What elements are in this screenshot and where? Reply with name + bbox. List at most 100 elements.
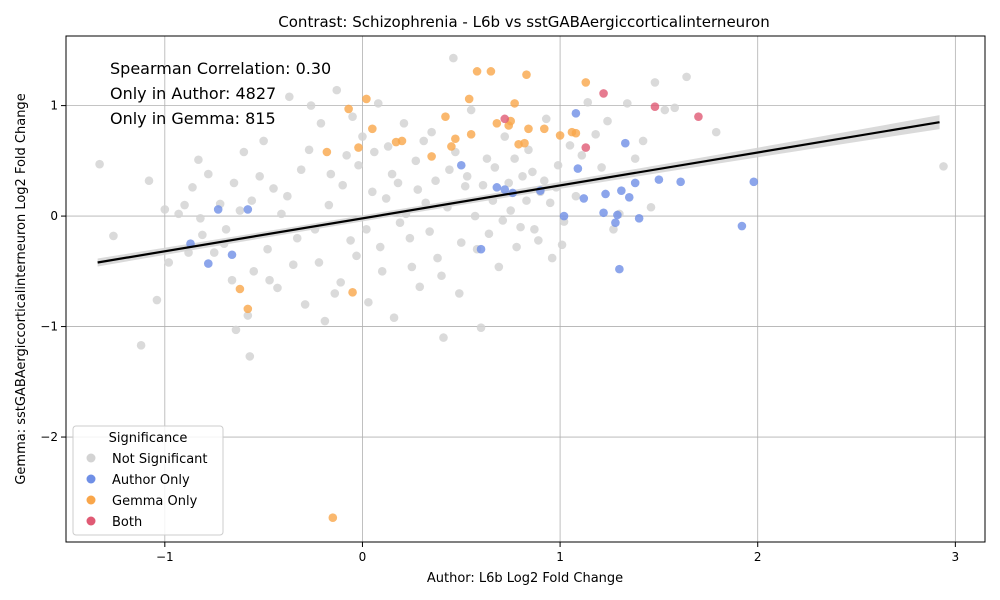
data-point: [621, 138, 630, 148]
x-tick-label: −1: [156, 550, 174, 564]
data-point: [300, 300, 310, 309]
data-point: [510, 99, 519, 108]
y-tick-label: 1: [50, 99, 58, 113]
x-tick-label: 0: [359, 550, 367, 564]
data-point: [660, 105, 670, 115]
data-point: [494, 262, 504, 272]
data-point: [676, 177, 685, 187]
data-point: [622, 99, 632, 108]
data-point: [243, 205, 253, 214]
data-point: [352, 251, 361, 261]
data-point: [682, 72, 691, 82]
data-point: [344, 104, 353, 114]
data-point: [198, 230, 207, 240]
data-point: [368, 124, 377, 134]
x-axis-label: Author: L6b Log2 Fold Change: [427, 571, 623, 586]
data-point: [579, 194, 589, 203]
data-point: [227, 250, 237, 260]
legend-label: Both: [112, 515, 142, 530]
data-point: [304, 145, 314, 155]
data-point: [737, 221, 747, 231]
data-point: [670, 103, 680, 113]
data-point: [581, 78, 591, 87]
data-point: [285, 92, 294, 102]
data-point: [617, 186, 626, 195]
data-point: [547, 253, 557, 263]
legend-label: Not Significant: [112, 452, 208, 467]
data-point: [694, 112, 703, 121]
data-point: [277, 209, 286, 219]
annotation-spearman: Spearman Correlation: 0.30: [110, 59, 331, 78]
data-point: [152, 295, 162, 305]
data-point: [583, 97, 593, 107]
data-point: [229, 178, 239, 188]
data-point: [492, 183, 502, 192]
data-point: [247, 196, 257, 205]
data-point: [245, 352, 255, 361]
data-point: [407, 262, 417, 272]
data-point: [346, 236, 355, 245]
series-both: [500, 89, 703, 152]
data-point: [516, 222, 525, 232]
data-point: [381, 194, 391, 203]
data-point: [539, 124, 549, 134]
data-point: [482, 154, 492, 163]
data-point: [415, 282, 425, 292]
data-point: [413, 185, 423, 194]
data-point: [209, 248, 219, 257]
data-point: [559, 211, 569, 221]
data-point: [500, 114, 510, 124]
data-point: [565, 141, 575, 150]
data-point: [573, 164, 583, 173]
data-point: [188, 183, 197, 192]
data-point: [160, 205, 170, 214]
data-point: [174, 209, 183, 219]
regression-line: [97, 121, 940, 264]
data-point: [484, 229, 494, 239]
data-point: [591, 130, 600, 139]
data-point: [109, 231, 118, 241]
data-point: [553, 160, 563, 170]
data-point: [358, 132, 367, 141]
data-point: [314, 258, 324, 267]
data-point: [439, 333, 448, 342]
data-point: [611, 218, 620, 228]
y-tick-label: −1: [40, 320, 58, 334]
legend-box: [72, 425, 224, 536]
data-point: [227, 275, 237, 285]
series-gemma-only: [235, 67, 591, 522]
data-point: [425, 227, 434, 236]
data-point: [320, 316, 330, 326]
data-point: [354, 143, 363, 152]
data-point: [364, 297, 373, 307]
data-point: [522, 196, 531, 205]
data-point: [437, 271, 446, 281]
data-point: [213, 205, 223, 214]
data-point: [196, 213, 205, 223]
data-point: [375, 242, 385, 252]
data-point: [939, 162, 948, 171]
data-point: [243, 304, 253, 314]
data-point: [486, 67, 496, 76]
data-point: [330, 289, 340, 298]
legend-title: Significance: [109, 431, 188, 446]
data-point: [184, 248, 193, 257]
data-point: [370, 147, 379, 157]
data-point: [411, 156, 421, 166]
data-point: [456, 238, 466, 247]
legend-label: Gemma Only: [112, 494, 198, 509]
data-point: [571, 191, 581, 201]
annotation-only-gemma: Only in Gemma: 815: [110, 109, 276, 128]
data-point: [362, 94, 371, 104]
x-tick-label: 1: [556, 550, 564, 564]
data-point: [373, 99, 383, 108]
data-point: [524, 145, 533, 155]
data-point: [419, 136, 429, 146]
data-point: [338, 180, 347, 190]
data-point: [456, 160, 466, 170]
data-point: [603, 116, 612, 126]
data-point: [518, 172, 527, 181]
data-point: [749, 177, 759, 187]
data-point: [522, 70, 531, 79]
data-point: [136, 341, 146, 350]
